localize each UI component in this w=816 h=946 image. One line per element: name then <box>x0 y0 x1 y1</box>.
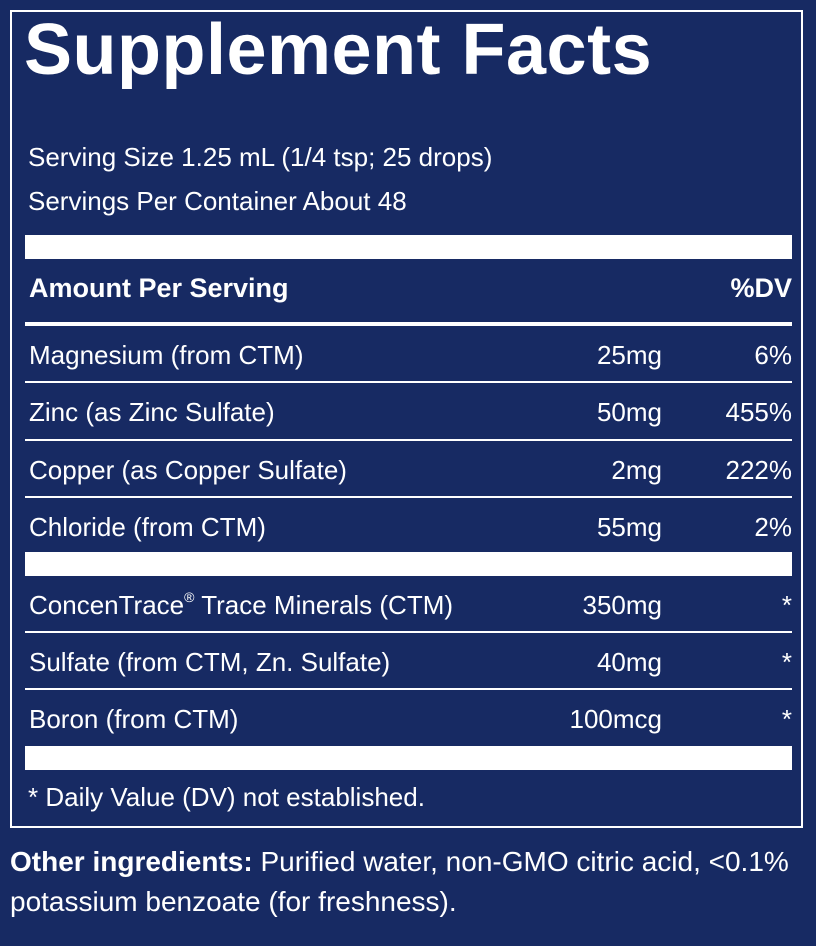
nutrient-amount: 55mg <box>596 512 662 542</box>
nutrient-dv: 2% <box>754 512 792 542</box>
nutrient-amount: 40mg <box>596 647 662 677</box>
dv-footnote: * Daily Value (DV) not established. <box>28 782 425 812</box>
divider-thick <box>25 746 792 770</box>
nutrient-dv: * <box>781 590 792 620</box>
nutrient-name: Chloride (from CTM) <box>29 512 266 542</box>
nutrient-name: Copper (as Copper Sulfate) <box>29 455 347 485</box>
nutrient-amount: 2mg <box>611 455 662 485</box>
serving-size: Serving Size 1.25 mL (1/4 tsp; 25 drops) <box>28 142 493 172</box>
supplement-facts-panel: Supplement Facts Serving Size 1.25 mL (1… <box>10 10 803 828</box>
nutrient-dv: * <box>781 647 792 677</box>
table-row: Magnesium (from CTM) 25mg 6% <box>25 326 792 384</box>
nutrient-name-main: ConcenTrace <box>29 590 185 620</box>
other-ingredients: Other ingredients: Purified water, non-G… <box>10 842 806 922</box>
divider-thin <box>25 496 792 498</box>
table-row: Chloride (from CTM) 55mg 2% <box>25 498 792 556</box>
nutrient-name: ConcenTrace® Trace Minerals (CTM) <box>29 576 453 638</box>
header-dv: %DV <box>730 273 792 303</box>
nutrient-name: Zinc (as Zinc Sulfate) <box>29 397 275 427</box>
divider-thin <box>25 381 792 383</box>
nutrient-name-rest: Trace Minerals (CTM) <box>194 590 454 620</box>
nutrient-dv: * <box>781 704 792 734</box>
nutrient-dv: 222% <box>725 455 793 485</box>
nutrient-amount: 350mg <box>582 590 663 620</box>
nutrient-name: Boron (from CTM) <box>29 704 239 734</box>
divider-thin <box>25 688 792 690</box>
other-ingredients-text: Purified water, non-GMO citric acid, <0.… <box>10 846 789 917</box>
table-row: Sulfate (from CTM, Zn. Sulfate) 40mg * <box>25 633 792 691</box>
divider-thick <box>25 552 792 576</box>
nutrient-dv: 6% <box>754 340 792 370</box>
divider-thin <box>25 631 792 633</box>
nutrient-name: Magnesium (from CTM) <box>29 340 304 370</box>
panel-title: Supplement Facts <box>24 10 653 90</box>
other-ingredients-label: Other ingredients: <box>10 846 253 877</box>
nutrient-dv: 455% <box>725 397 793 427</box>
nutrient-name: Sulfate (from CTM, Zn. Sulfate) <box>29 647 391 677</box>
divider-thick <box>25 235 792 259</box>
table-row: Boron (from CTM) 100mcg * <box>25 690 792 748</box>
nutrient-amount: 25mg <box>596 340 662 370</box>
divider-thin <box>25 439 792 441</box>
table-row: Copper (as Copper Sulfate) 2mg 222% <box>25 441 792 499</box>
registered-mark: ® <box>184 589 195 605</box>
header-row: Amount Per Serving %DV <box>25 259 792 317</box>
table-row: ConcenTrace® Trace Minerals (CTM) 350mg … <box>25 576 792 634</box>
divider-medium <box>25 322 792 326</box>
table-row: Zinc (as Zinc Sulfate) 50mg 455% <box>25 383 792 441</box>
servings-per-container: Servings Per Container About 48 <box>28 186 407 216</box>
nutrient-amount: 100mcg <box>569 704 663 734</box>
header-amount-per-serving: Amount Per Serving <box>29 273 289 303</box>
nutrient-amount: 50mg <box>596 397 662 427</box>
